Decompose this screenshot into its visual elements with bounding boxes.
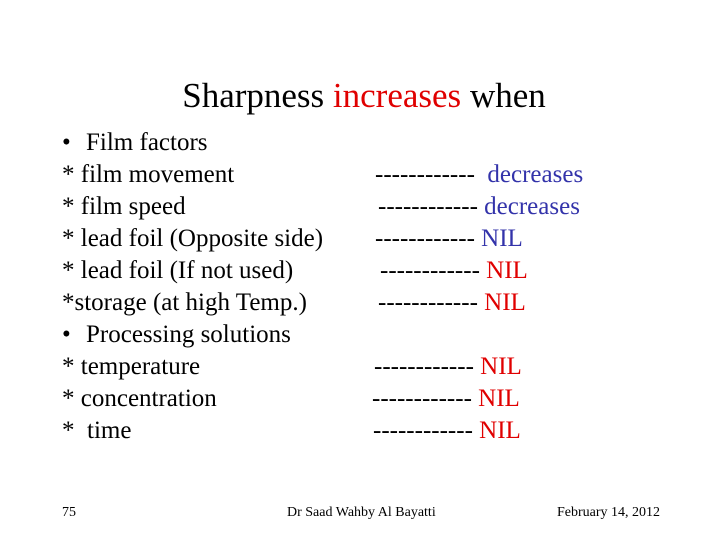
title-prefix: Sharpness	[182, 76, 333, 115]
item-dashes: ------------	[378, 289, 478, 316]
title-highlight: increases	[332, 76, 462, 115]
item-label: * film speed	[62, 193, 186, 220]
list-item: * lead foil (Opposite side) ------------…	[62, 224, 702, 254]
item-dashes: ------------	[378, 193, 478, 220]
item-label: * lead foil (Opposite side)	[62, 225, 324, 252]
slide-title: Sharpness increases when	[0, 74, 728, 118]
item-label: * lead foil (If not used)	[62, 257, 294, 284]
section-heading-label: Film factors	[86, 129, 208, 156]
item-dashes: ------------	[374, 353, 474, 380]
item-label: * film movement	[62, 161, 235, 188]
bullet-icon: •	[62, 321, 71, 348]
item-value: decreases	[484, 193, 580, 220]
section-heading-label: Processing solutions	[86, 321, 291, 348]
title-suffix: when	[461, 76, 546, 115]
item-value: decreases	[487, 161, 584, 188]
list-item: * concentration ------------ NIL	[62, 384, 702, 414]
item-label: * temperature	[62, 353, 201, 380]
item-dashes: ------------	[373, 417, 473, 444]
item-dashes: ------------	[380, 257, 480, 284]
footer-author: Dr Saad Wahby Al Bayatti	[287, 505, 436, 520]
list-item: * film movement ------------ decreases	[62, 160, 702, 190]
section-heading-film-factors: • Film factors	[62, 128, 702, 158]
section-heading-processing-solutions: • Processing solutions	[62, 320, 702, 350]
item-dashes: ------------	[375, 225, 475, 252]
item-dashes: ------------	[375, 161, 475, 188]
list-item: * film speed ------------ decreases	[62, 192, 702, 222]
item-label: *storage (at high Temp.)	[62, 289, 307, 316]
item-value: NIL	[484, 289, 526, 316]
list-item: * time ------------ NIL	[62, 416, 702, 446]
list-item: * lead foil (If not used) ------------ N…	[62, 256, 702, 286]
item-value: NIL	[478, 385, 520, 412]
list-item: * temperature ------------ NIL	[62, 352, 702, 382]
bullet-icon: •	[62, 129, 71, 156]
item-value: NIL	[486, 257, 528, 284]
item-dashes: ------------	[372, 385, 472, 412]
page-number: 75	[62, 505, 76, 520]
item-value: NIL	[479, 417, 521, 444]
item-value: NIL	[481, 225, 523, 252]
list-item: *storage (at high Temp.) ------------ NI…	[62, 288, 702, 318]
footer-date: February 14, 2012	[557, 505, 661, 520]
item-value: NIL	[480, 353, 522, 380]
item-label: * concentration	[62, 385, 217, 412]
item-label: * time	[62, 417, 132, 444]
